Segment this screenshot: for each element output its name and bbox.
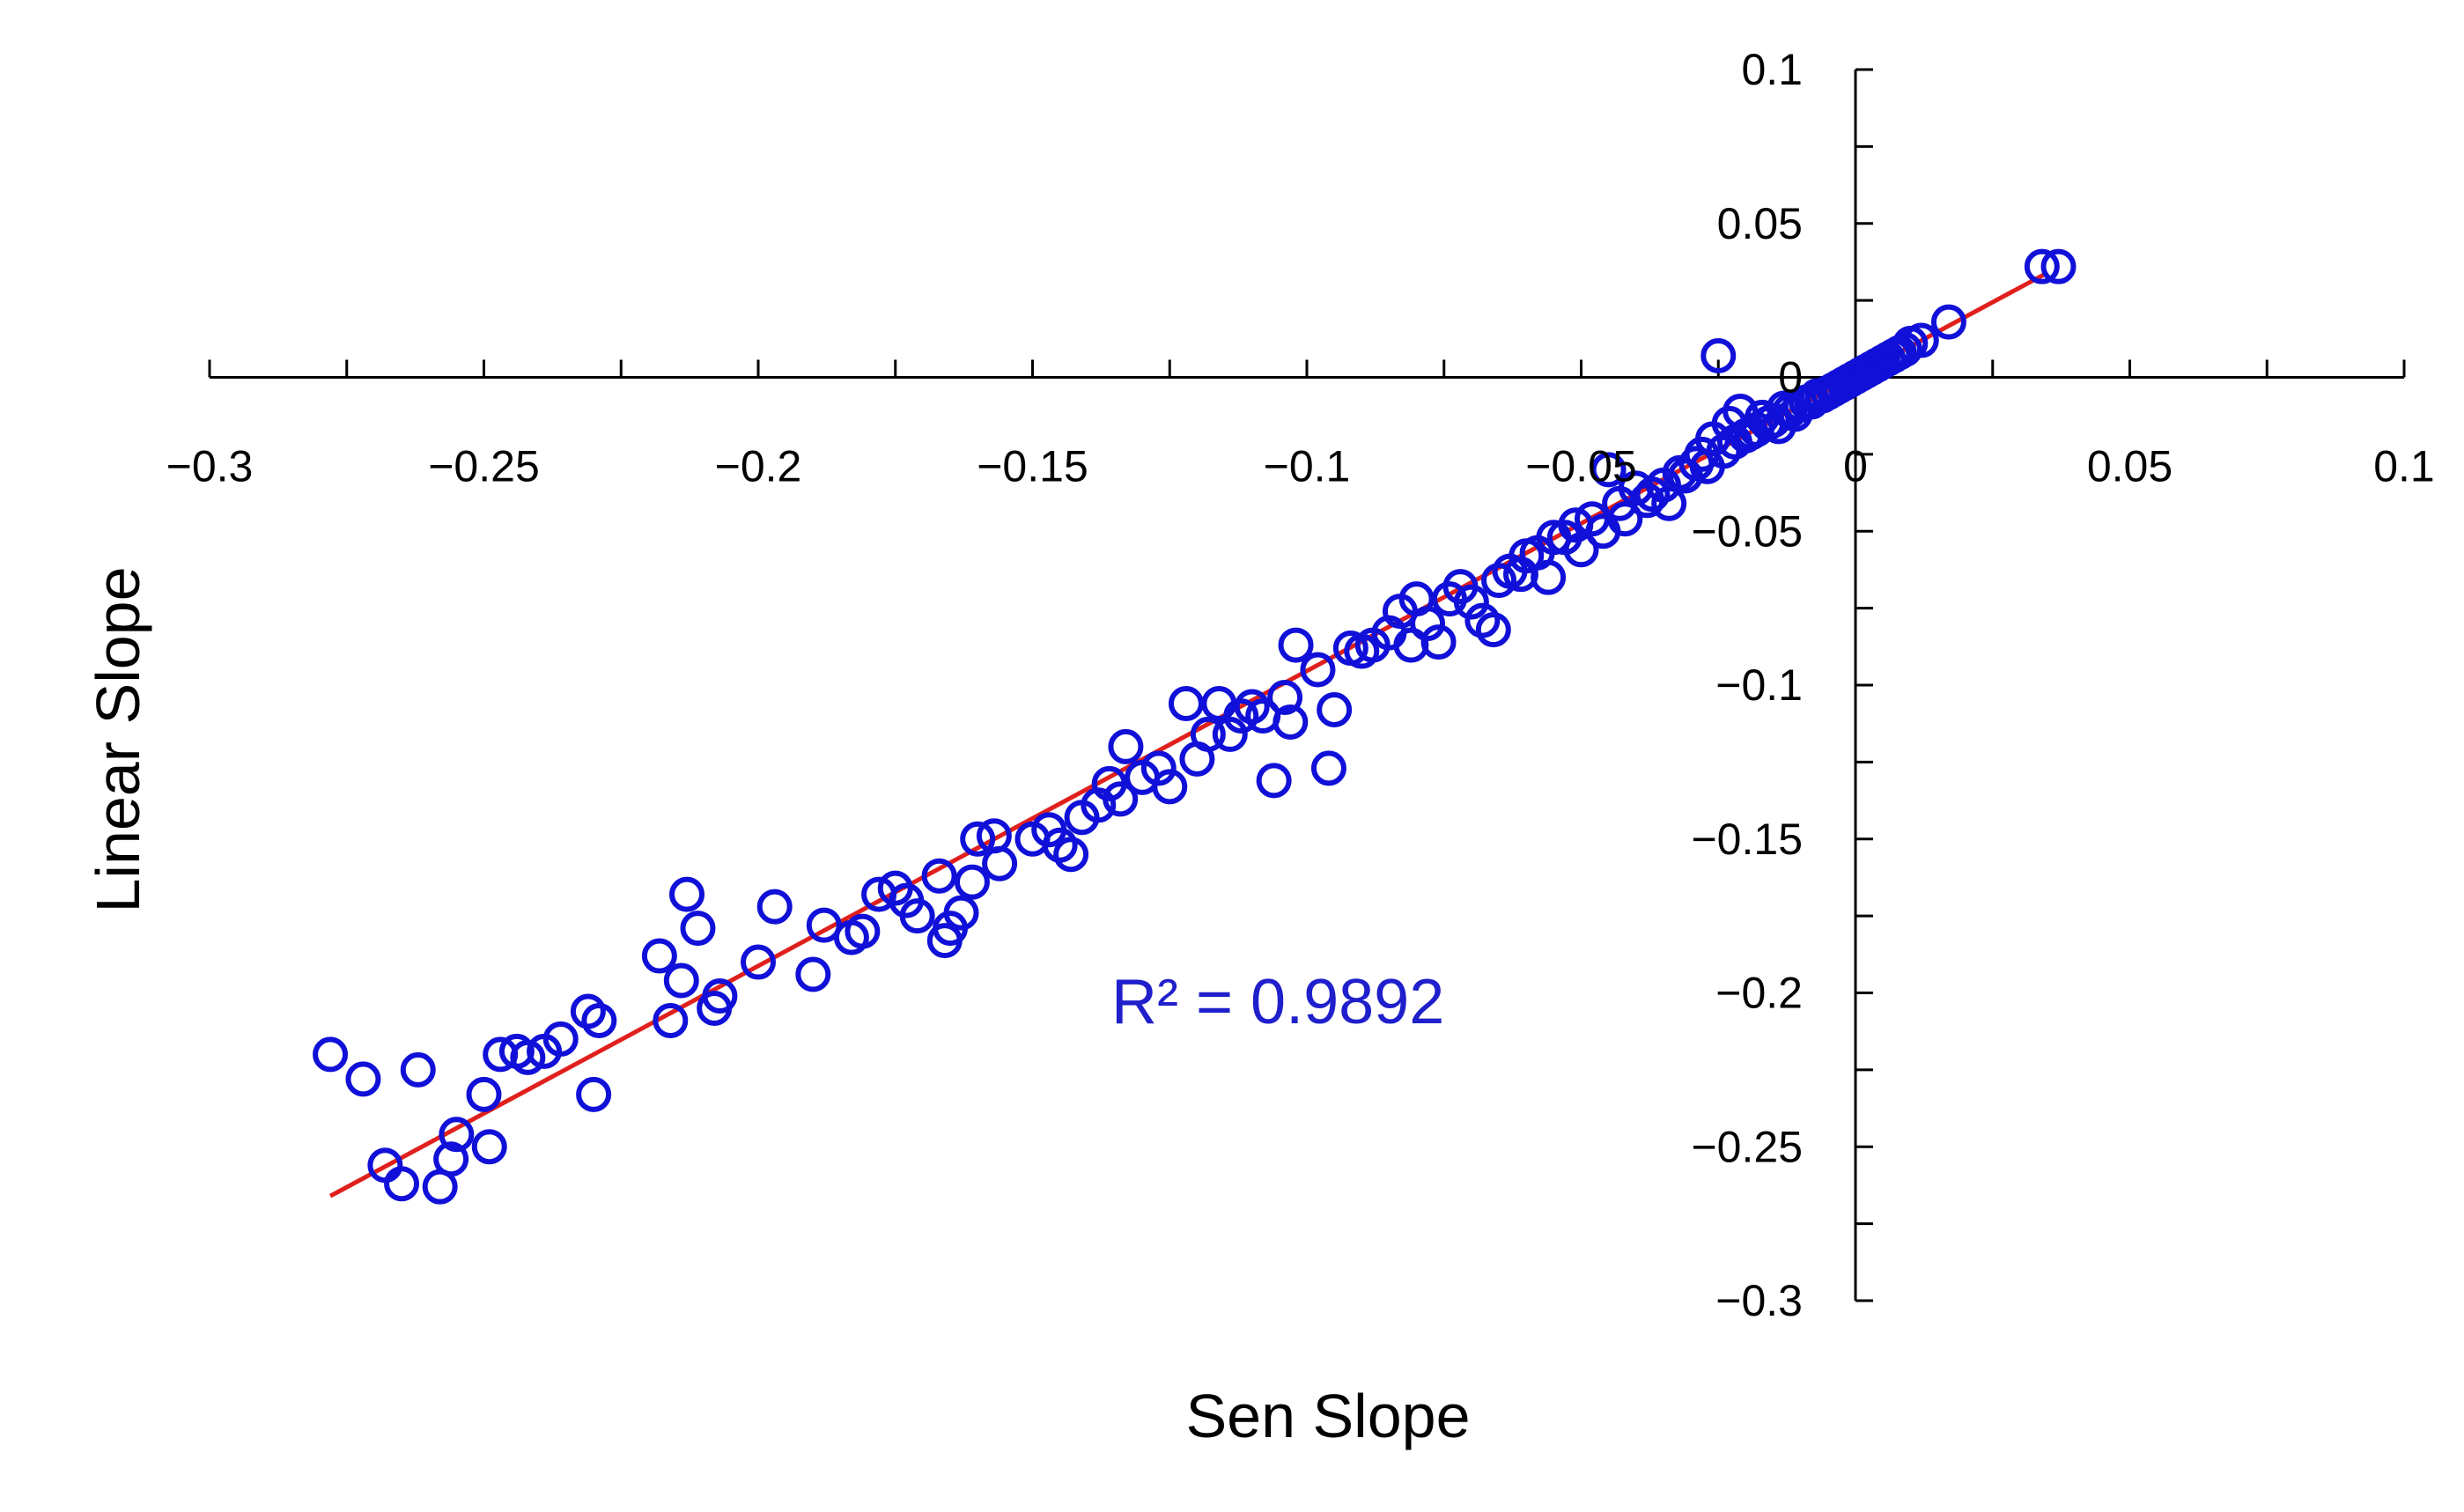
x-tick-label: −0.15: [977, 442, 1088, 491]
data-point: [313, 1036, 349, 1073]
data-point: [1190, 716, 1226, 752]
data-point: [1420, 624, 1457, 660]
data-point: [542, 1021, 579, 1057]
tick-labels: −0.3 −0.25 −0.2 −0.15 −0.1 −0.05 0 0.05 0.1 0.1 0.…: [166, 45, 2435, 1325]
data-point: [680, 911, 716, 947]
data-point: [899, 898, 935, 934]
x-tick-label: −0.1: [1264, 442, 1351, 491]
data-point: [663, 963, 699, 999]
x-axis-title: Sen Slope: [1185, 1382, 1470, 1450]
data-point: [1152, 769, 1188, 805]
y-tick-label: −0.25: [1691, 1122, 1803, 1171]
data-point: [471, 1129, 507, 1165]
data-point: [1903, 322, 1939, 358]
data-point: [1053, 837, 1089, 873]
data-point: [1300, 652, 1336, 688]
y-tick-label: −0.15: [1691, 815, 1803, 864]
x-tick-label: −0.3: [166, 442, 254, 491]
data-point: [1212, 716, 1248, 752]
x-tick-label: −0.05: [1525, 442, 1637, 491]
data-point: [954, 864, 990, 900]
data-point: [702, 977, 738, 1014]
data-point: [1531, 559, 1567, 595]
data-point: [741, 944, 776, 980]
y-tick-label: 0.1: [1741, 45, 1803, 94]
data-point: [1453, 584, 1489, 620]
x-tick-label: −0.25: [428, 442, 540, 491]
data-point: [1475, 612, 1511, 648]
data-point: [641, 938, 677, 974]
x-tick-label: 0.05: [2087, 442, 2173, 491]
data-point: [1168, 685, 1204, 721]
data-point: [1310, 750, 1346, 786]
y-tick-label: 0.05: [1717, 199, 1803, 248]
data-point: [1590, 452, 1627, 488]
y-tick-label: −0.05: [1691, 506, 1803, 556]
data-point: [982, 845, 1018, 881]
data-point: [439, 1117, 475, 1153]
data-point: [1140, 750, 1177, 786]
data-point: [943, 895, 979, 931]
data-point: [1267, 679, 1303, 715]
data-point: [433, 1141, 469, 1177]
data-point: [1607, 501, 1643, 537]
data-points: [313, 248, 2077, 1205]
y-tick-label: −0.1: [1715, 660, 1803, 710]
data-point: [384, 1166, 420, 1202]
data-point: [510, 1039, 546, 1075]
data-point: [756, 889, 793, 925]
data-point: [795, 956, 831, 992]
x-tick-label: 0.1: [2373, 442, 2435, 491]
y-tick-label: 0: [1778, 353, 1803, 402]
data-point: [669, 876, 705, 912]
data-point: [921, 858, 957, 894]
data-point: [1700, 338, 1737, 374]
data-point: [581, 1002, 617, 1038]
data-point: [2024, 248, 2060, 284]
y-axis-title: Linear Slope: [84, 566, 152, 912]
data-point: [2040, 248, 2077, 284]
x-tick-label: −0.2: [715, 442, 802, 491]
data-point: [466, 1076, 502, 1112]
data-point: [400, 1051, 436, 1088]
data-point: [1103, 781, 1139, 817]
y-tick-label: −0.2: [1715, 969, 1803, 1018]
data-point: [576, 1076, 612, 1112]
data-point: [960, 821, 996, 857]
y-tick-label: −0.3: [1715, 1276, 1803, 1325]
data-point: [653, 1002, 689, 1038]
data-point: [1410, 606, 1446, 642]
data-point: [1930, 304, 1966, 340]
axes: [208, 68, 2406, 1302]
x-tick-label: 0: [1843, 442, 1868, 491]
data-point: [1273, 704, 1309, 740]
data-point: [345, 1061, 381, 1097]
r-squared-annotation: R² = 0.9892: [1111, 967, 1444, 1037]
data-point: [845, 913, 881, 949]
data-point: [1651, 485, 1687, 521]
data-point: [1108, 728, 1144, 764]
data-point: [1278, 627, 1314, 663]
data-point: [1317, 691, 1353, 727]
data-point: [1256, 763, 1292, 799]
data-point: [1563, 532, 1599, 568]
